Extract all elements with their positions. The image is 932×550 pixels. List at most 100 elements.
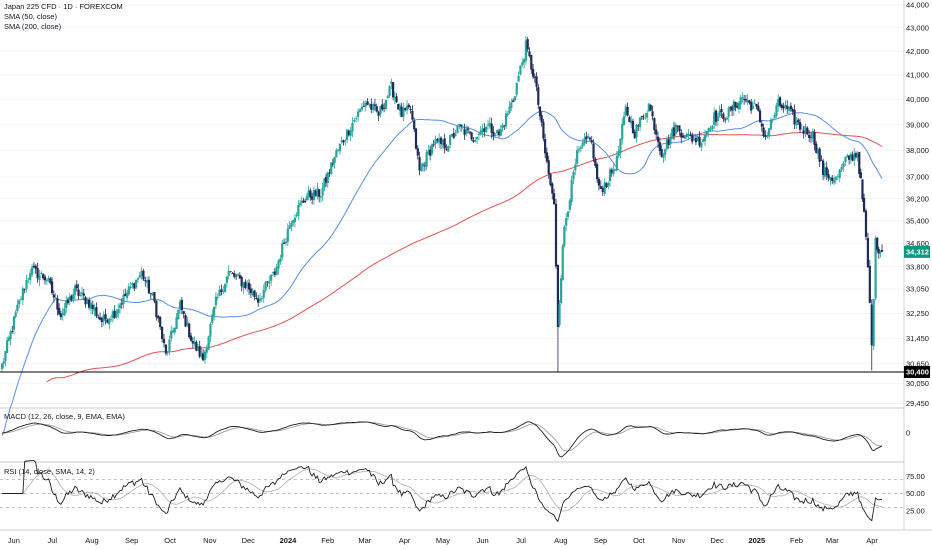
candle-body: [798, 122, 802, 130]
candle-body: [795, 121, 798, 126]
candle-body: [207, 336, 210, 350]
candle-body: [405, 105, 409, 111]
candle-body: [583, 138, 586, 144]
time-tick-label: Aug: [85, 536, 98, 545]
candle-body: [328, 172, 331, 174]
candle-body: [854, 153, 858, 157]
candle-body: [773, 115, 776, 119]
candle-body: [658, 142, 661, 151]
candle-body: [397, 104, 400, 110]
candle-body: [4, 351, 7, 362]
candle-body: [362, 106, 365, 107]
candle-body: [184, 315, 187, 327]
rsi-tick-label: 25.00: [906, 506, 925, 515]
candle-body: [75, 284, 78, 289]
candle-body: [434, 139, 437, 145]
candle-body: [180, 299, 183, 311]
time-tick-label: Feb: [321, 536, 334, 545]
candle-body: [497, 131, 501, 135]
candle-body: [147, 279, 151, 294]
candle-body: [831, 177, 834, 181]
macd-series: [1, 421, 883, 458]
candle-body: [811, 131, 814, 139]
candle-body: [43, 276, 47, 281]
candle-body: [485, 126, 488, 133]
candle-body: [554, 203, 558, 267]
candle-body: [407, 104, 410, 108]
candle-body: [29, 273, 32, 280]
candle-body: [344, 140, 347, 142]
candle-body: [249, 288, 252, 294]
candle-body: [61, 313, 64, 316]
candle-body: [304, 200, 307, 202]
candle-body: [581, 142, 584, 147]
candle-body: [511, 100, 515, 102]
candle-body: [545, 152, 549, 162]
candle-body: [353, 120, 356, 122]
candle-body: [506, 113, 509, 116]
chart-title[interactable]: Japan 225 CFD · 1D · FOREXCOM: [4, 2, 123, 11]
candle-body: [79, 294, 82, 296]
candle-body: [18, 300, 21, 305]
candle-body: [838, 169, 841, 178]
last-price-tag: [904, 245, 930, 258]
candle-body: [483, 128, 486, 132]
time-tick-label: Dec: [242, 536, 256, 545]
candle-body: [97, 316, 100, 318]
candle-body: [452, 133, 455, 138]
candle-body: [612, 168, 615, 174]
candle-body: [100, 317, 104, 323]
candle-body: [251, 290, 254, 295]
candle-body: [414, 128, 418, 149]
candle-body: [608, 169, 612, 182]
candle-body: [321, 187, 324, 196]
candle-body: [302, 200, 305, 203]
candle-body: [135, 279, 138, 288]
candle-body: [664, 149, 667, 155]
candle-body: [88, 299, 91, 308]
candle-body: [144, 280, 147, 282]
candle-body: [93, 308, 96, 311]
candle-body: [281, 243, 284, 258]
candle-series: [0, 35, 884, 372]
candle-body: [711, 125, 714, 130]
price-tick-label: 41,000: [906, 71, 929, 80]
candle-body: [607, 182, 610, 186]
candle-body: [638, 117, 642, 127]
candle-body: [63, 308, 66, 316]
candle-body: [356, 111, 360, 117]
sma50-legend[interactable]: SMA (50, close): [4, 12, 57, 21]
candle-body: [842, 163, 845, 167]
candle-body: [266, 281, 269, 283]
candle-body: [309, 190, 312, 198]
candle-body: [373, 104, 377, 106]
candle-body: [418, 157, 421, 171]
candle-body: [268, 281, 271, 284]
candle-body: [413, 120, 416, 130]
candle-body: [398, 105, 402, 111]
candle-body: [11, 331, 14, 332]
time-tick-label: Aug: [554, 536, 567, 545]
candle-body: [370, 103, 373, 110]
candle-body: [400, 106, 403, 118]
candle-body: [834, 177, 837, 180]
candle-body: [9, 331, 12, 340]
candle-body: [393, 97, 396, 99]
rsi-legend[interactable]: RSI (14, close, SMA, 14, 2): [4, 467, 95, 476]
candle-body: [323, 178, 326, 188]
candle-body: [563, 226, 566, 247]
candle-body: [519, 65, 522, 75]
candle-body: [872, 299, 875, 347]
candle-body: [840, 166, 843, 170]
macd-tick-label: 0: [906, 429, 910, 438]
macd-legend[interactable]: MACD (12, 26, close, 9, EMA, EMA): [4, 412, 125, 421]
candle-body: [681, 135, 685, 138]
candle-body: [630, 120, 633, 124]
candle-body: [851, 154, 854, 161]
candle-body: [153, 291, 156, 302]
candle-body: [427, 150, 430, 154]
time-axis[interactable]: Jun Jul Aug Sep Oct Nov Dec 2024 Feb Mar Apr May Jun…: [8, 536, 879, 545]
sma200-legend[interactable]: SMA (200, close): [4, 22, 62, 31]
price-axis[interactable]: 44,000 43,000 42,000 41,000 40,000 39,000 38,0…: [906, 1, 929, 516]
